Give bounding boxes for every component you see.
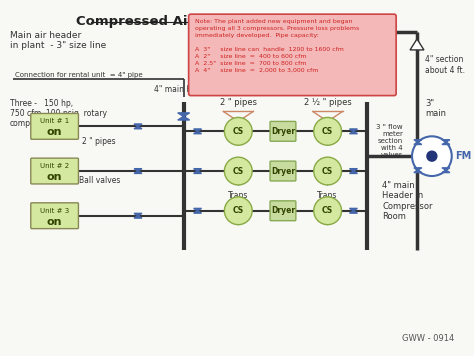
Polygon shape [349, 211, 357, 213]
Polygon shape [193, 171, 201, 173]
Text: Unit # 1: Unit # 1 [40, 119, 69, 124]
Text: Main air header
in plant  - 3" size line: Main air header in plant - 3" size line [10, 31, 106, 51]
Circle shape [224, 197, 252, 225]
Polygon shape [349, 131, 357, 134]
Text: Connection for rental unit  = 4" pipe: Connection for rental unit = 4" pipe [15, 72, 143, 78]
Text: 4" main header: 4" main header [154, 85, 213, 94]
Polygon shape [134, 171, 142, 173]
FancyBboxPatch shape [189, 14, 396, 96]
Circle shape [224, 157, 252, 185]
Text: CS: CS [233, 206, 244, 215]
FancyBboxPatch shape [31, 114, 78, 139]
Polygon shape [442, 168, 450, 170]
Polygon shape [178, 113, 190, 116]
Polygon shape [134, 124, 142, 126]
Polygon shape [414, 142, 422, 145]
Text: 2 ½ " pipes: 2 ½ " pipes [304, 98, 352, 106]
Text: 3"
main: 3" main [425, 99, 446, 118]
Text: Unit # 3: Unit # 3 [40, 208, 69, 214]
Polygon shape [442, 170, 450, 173]
Text: 2 " pipes: 2 " pipes [220, 98, 257, 106]
Text: 2 " pipes: 2 " pipes [82, 137, 116, 146]
Polygon shape [134, 216, 142, 218]
Text: CS: CS [322, 167, 333, 176]
Polygon shape [193, 211, 201, 213]
Polygon shape [193, 129, 201, 131]
Polygon shape [134, 126, 142, 129]
Text: FM: FM [455, 151, 471, 161]
FancyBboxPatch shape [31, 203, 78, 229]
FancyBboxPatch shape [270, 161, 296, 181]
Text: CS: CS [322, 206, 333, 215]
Polygon shape [442, 140, 450, 142]
Text: CS: CS [233, 127, 244, 136]
Text: Dryer: Dryer [271, 167, 295, 176]
Text: Note: The plant added new equipment and began
operating all 3 compressors. Press: Note: The plant added new equipment and … [195, 19, 359, 73]
Text: 3" main: 3" main [296, 19, 329, 28]
Circle shape [427, 151, 437, 161]
Polygon shape [193, 131, 201, 134]
Polygon shape [193, 169, 201, 171]
FancyBboxPatch shape [270, 121, 296, 141]
Text: on: on [47, 172, 63, 182]
Polygon shape [442, 142, 450, 145]
Circle shape [314, 197, 342, 225]
Text: 3 " flow
meter
section
with 4
valves: 3 " flow meter section with 4 valves [376, 124, 403, 158]
Polygon shape [414, 168, 422, 170]
Text: Unit # 2: Unit # 2 [40, 163, 69, 169]
Text: Three -   150 hp,
750 cfm, 100 psig  rotary
compressors: Three - 150 hp, 750 cfm, 100 psig rotary… [10, 99, 107, 129]
Text: on: on [47, 127, 63, 137]
Text: Dryer: Dryer [271, 206, 295, 215]
Polygon shape [134, 169, 142, 171]
Polygon shape [193, 208, 201, 211]
Polygon shape [414, 170, 422, 173]
Polygon shape [349, 169, 357, 171]
Text: GWW - 0914: GWW - 0914 [402, 334, 455, 343]
Text: Traps: Traps [318, 191, 338, 200]
Text: Dryer: Dryer [271, 127, 295, 136]
Text: 4" section
about 4 ft.: 4" section about 4 ft. [425, 55, 465, 74]
Circle shape [314, 117, 342, 145]
Polygon shape [178, 116, 190, 120]
Circle shape [224, 117, 252, 145]
Polygon shape [349, 208, 357, 211]
Text: CS: CS [322, 127, 333, 136]
Text: CS: CS [233, 167, 244, 176]
FancyBboxPatch shape [31, 158, 78, 184]
Text: Ball valves: Ball valves [79, 177, 120, 185]
Polygon shape [349, 171, 357, 173]
Text: 4" main
Header in
Compressor
Room: 4" main Header in Compressor Room [382, 181, 433, 221]
Polygon shape [349, 129, 357, 131]
Polygon shape [414, 140, 422, 142]
Text: on: on [47, 217, 63, 227]
Circle shape [412, 136, 452, 176]
Circle shape [314, 157, 342, 185]
Polygon shape [134, 213, 142, 216]
Text: Compressed Air System - Converting Plant: Compressed Air System - Converting Plant [76, 15, 395, 28]
Text: Traps: Traps [228, 191, 248, 200]
FancyBboxPatch shape [270, 201, 296, 221]
Polygon shape [410, 39, 424, 50]
